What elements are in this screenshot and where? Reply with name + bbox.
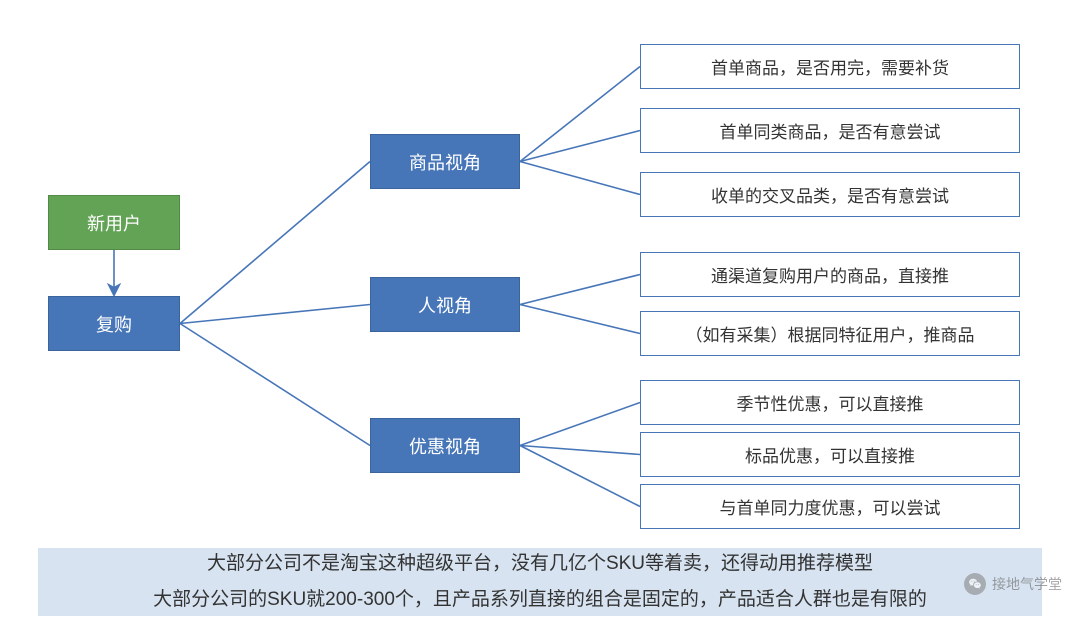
leaf-promo-2: 标品优惠，可以直接推	[640, 432, 1020, 477]
leaf-goods-3: 收单的交叉品类，是否有意尝试	[640, 172, 1020, 217]
watermark: 接地气学堂	[964, 573, 1062, 595]
label: 新用户	[87, 210, 141, 236]
label: 收单的交叉品类，是否有意尝试	[711, 182, 949, 207]
label: 复购	[96, 311, 132, 337]
watermark-text: 接地气学堂	[992, 574, 1062, 594]
node-view-people: 人视角	[370, 277, 520, 332]
leaf-goods-1: 首单商品，是否用完，需要补货	[640, 44, 1020, 89]
wechat-icon	[964, 573, 986, 595]
node-repurchase: 复购	[48, 296, 180, 351]
footer-line-2: 大部分公司的SKU就200-300个，且产品系列直接的组合是固定的，产品适合人群…	[153, 582, 927, 618]
node-view-goods: 商品视角	[370, 134, 520, 189]
label: 通渠道复购用户的商品，直接推	[711, 262, 949, 287]
node-new-user: 新用户	[48, 195, 180, 250]
node-view-promo: 优惠视角	[370, 418, 520, 473]
label: 季节性优惠，可以直接推	[737, 390, 924, 415]
label: 首单商品，是否用完，需要补货	[711, 54, 949, 79]
label: 首单同类商品，是否有意尝试	[720, 118, 941, 143]
leaf-promo-1: 季节性优惠，可以直接推	[640, 380, 1020, 425]
footer-note: 大部分公司不是淘宝这种超级平台，没有几亿个SKU等着卖，还得动用推荐模型 大部分…	[38, 548, 1042, 616]
leaf-promo-3: 与首单同力度优惠，可以尝试	[640, 484, 1020, 529]
footer-line-1: 大部分公司不是淘宝这种超级平台，没有几亿个SKU等着卖，还得动用推荐模型	[207, 546, 873, 582]
label: （如有采集）根据同特征用户，推商品	[686, 321, 975, 346]
label: 优惠视角	[409, 433, 481, 459]
leaf-people-2: （如有采集）根据同特征用户，推商品	[640, 311, 1020, 356]
label: 标品优惠，可以直接推	[745, 442, 915, 467]
label: 商品视角	[409, 149, 481, 175]
leaf-goods-2: 首单同类商品，是否有意尝试	[640, 108, 1020, 153]
label: 人视角	[418, 292, 472, 318]
leaf-people-1: 通渠道复购用户的商品，直接推	[640, 252, 1020, 297]
label: 与首单同力度优惠，可以尝试	[720, 494, 941, 519]
